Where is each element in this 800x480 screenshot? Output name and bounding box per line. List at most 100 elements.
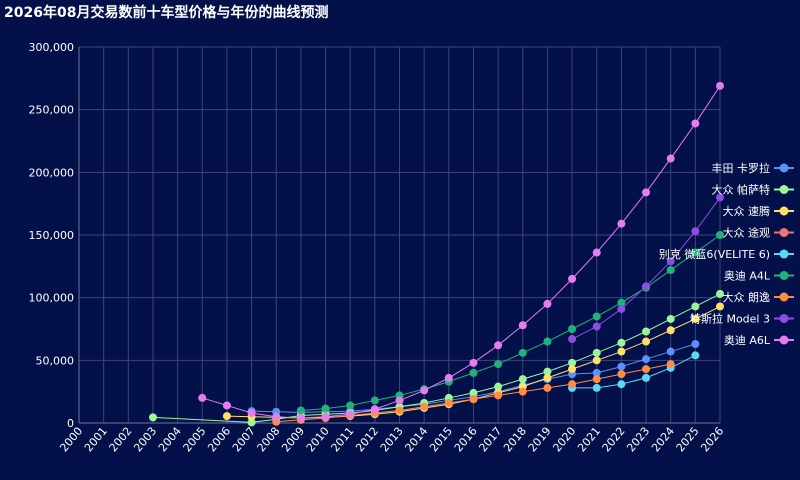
data-point [592, 368, 601, 377]
data-point [370, 405, 379, 414]
data-point [691, 119, 700, 128]
data-point [346, 410, 355, 419]
x-tick-label: 2009 [279, 425, 307, 455]
data-point [716, 289, 724, 298]
data-point [691, 351, 700, 360]
data-point [568, 335, 577, 344]
data-point [395, 406, 404, 415]
data-point [494, 360, 503, 369]
legend-item: 奥迪 A4L [724, 269, 794, 283]
data-point [642, 282, 651, 291]
data-point [642, 327, 651, 336]
data-point [444, 373, 453, 382]
x-tick-label: 2021 [575, 425, 603, 455]
x-tick-label: 2019 [526, 425, 554, 455]
data-point [247, 408, 256, 417]
data-point [518, 375, 527, 384]
series-line [572, 354, 696, 389]
legend-label: 丰田 卡罗拉 [712, 161, 771, 175]
data-point [592, 322, 601, 331]
x-tick-label: 2023 [624, 425, 652, 455]
data-point [469, 395, 478, 404]
y-tick-label: 150,000 [29, 229, 75, 242]
x-tick-label: 2024 [649, 425, 677, 455]
data-point [666, 266, 675, 275]
x-tick-label: 2001 [82, 425, 110, 455]
data-point [691, 227, 700, 236]
legend-item: 大众 朗逸 [723, 290, 794, 304]
data-point [617, 338, 626, 347]
data-point [617, 362, 626, 371]
data-point [494, 391, 503, 400]
data-point [296, 413, 305, 422]
legend-dot-icon [779, 206, 789, 216]
data-point [469, 388, 478, 397]
x-tick-label: 2018 [501, 425, 529, 455]
data-point [617, 304, 626, 313]
series-group [568, 193, 724, 344]
x-tick-label: 2016 [452, 425, 480, 455]
data-point [494, 341, 503, 350]
data-point [222, 412, 231, 421]
legend-label: 特斯拉 Model 3 [690, 312, 770, 326]
data-point [691, 302, 700, 311]
y-tick-label: 200,000 [29, 166, 75, 179]
data-point [370, 396, 379, 405]
data-point [420, 386, 429, 395]
legend-item: 大众 途观 [723, 226, 794, 240]
legend-dot-icon [779, 163, 789, 173]
data-point [568, 325, 577, 333]
data-point [321, 404, 330, 413]
chart-title: 2026年08月交易数前十车型价格与年份的曲线预测 [4, 5, 329, 21]
grid-layer [78, 46, 721, 424]
data-point [568, 365, 577, 374]
data-point [469, 368, 478, 377]
legend-dot-icon [779, 271, 789, 280]
data-point [691, 314, 700, 323]
x-tick-label: 2026 [698, 425, 726, 455]
data-point [543, 367, 552, 376]
legend-label: 奥迪 A4L [724, 269, 771, 283]
data-point [568, 358, 577, 367]
data-point [592, 375, 601, 384]
legend-item: 大众 速腾 [723, 204, 794, 218]
legend-label: 别克 微蓝6(VELITE 6) [659, 247, 770, 261]
data-point [543, 299, 552, 308]
x-tick-label: 2013 [378, 425, 406, 455]
legend-dot-icon [779, 314, 789, 323]
series-line [152, 293, 721, 423]
y-tick-label: 0 [67, 417, 74, 430]
data-point [247, 418, 256, 427]
x-tick-label: 2007 [230, 425, 258, 455]
legend-dot-icon [779, 185, 789, 194]
legend-item: 丰田 卡罗拉 [712, 161, 794, 175]
data-point [543, 383, 552, 392]
legend-dot-icon [779, 228, 789, 237]
data-point [642, 373, 651, 382]
x-tick-label: 2002 [107, 425, 135, 455]
x-tick-label: 2010 [304, 425, 332, 455]
data-point [617, 219, 626, 228]
x-tick-label: 2000 [57, 425, 85, 455]
x-tick-label: 2005 [181, 425, 209, 455]
data-point [444, 398, 453, 407]
data-point [716, 81, 724, 90]
data-point [568, 274, 577, 283]
data-point [666, 314, 675, 323]
x-tick-label: 2015 [427, 425, 455, 455]
data-point [716, 193, 724, 202]
x-tick-label: 2008 [255, 425, 283, 455]
y-tick-label: 50,000 [36, 354, 75, 367]
data-point [518, 348, 527, 357]
x-tick-label: 2025 [674, 425, 702, 455]
data-point [420, 402, 429, 411]
data-point [617, 347, 626, 356]
data-point [666, 326, 675, 335]
data-point [543, 373, 552, 382]
data-point [642, 365, 651, 374]
series-line [202, 85, 721, 419]
data-point [518, 321, 527, 330]
data-point [716, 302, 724, 311]
legend-item: 别克 微蓝6(VELITE 6) [659, 247, 794, 261]
